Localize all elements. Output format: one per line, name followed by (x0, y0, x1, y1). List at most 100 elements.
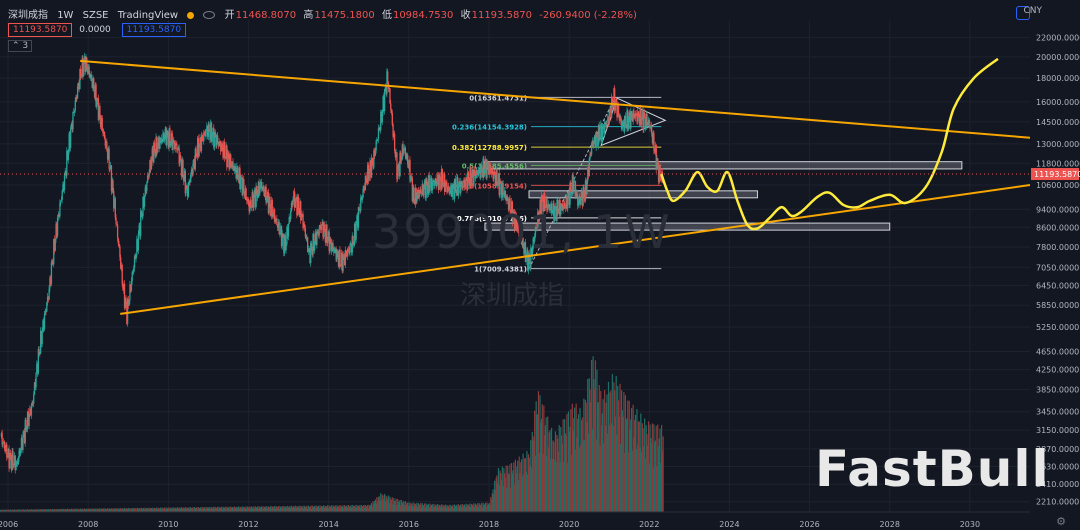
candle-body (66, 150, 69, 160)
volume-bar (560, 427, 562, 512)
candle-body (26, 411, 29, 429)
volume-bar (146, 508, 148, 512)
candle-body (338, 249, 340, 267)
volume-bar (515, 473, 517, 512)
volume-bar (230, 506, 232, 512)
auto-scale-icon[interactable] (1016, 6, 1030, 20)
candle-body (140, 211, 142, 237)
gear-icon[interactable]: ⚙ (1056, 515, 1066, 528)
volume-bar (111, 509, 113, 512)
candle-body (293, 191, 295, 200)
x-tick-label: 2020 (559, 520, 579, 529)
candle-body (76, 86, 79, 99)
candle-body (532, 238, 534, 249)
candle-body (517, 221, 520, 234)
candle-body (546, 198, 548, 211)
volume-bar (216, 508, 218, 512)
candle-body (347, 248, 350, 250)
candle-body (574, 181, 577, 197)
volume-bar (421, 503, 423, 512)
buy-button[interactable]: 11193.5870 (121, 23, 187, 37)
candle-body (420, 189, 422, 194)
candle-body (152, 148, 154, 163)
volume-bar (557, 452, 560, 512)
currency-label[interactable]: CNY (1023, 6, 1042, 16)
volume-bar (652, 467, 654, 512)
volume-bar (430, 504, 433, 512)
candle-body (655, 145, 657, 170)
volume-bar (215, 507, 217, 512)
volume-bar (271, 506, 273, 512)
volume-bar (360, 505, 363, 512)
volume-bar (377, 501, 379, 512)
candle-body (384, 86, 387, 90)
candle-body (517, 221, 519, 231)
candle-body (567, 196, 569, 209)
volume-bar (554, 459, 556, 512)
candle-body (211, 135, 213, 142)
candle-body (261, 188, 263, 190)
volume-bar (626, 418, 628, 512)
candle-body (616, 101, 618, 118)
volume-bar (220, 507, 222, 512)
volume-bar (400, 499, 403, 512)
volume-bar (251, 507, 253, 512)
candle-body (237, 166, 239, 179)
volume-bar (193, 507, 196, 512)
volume-bar (509, 464, 511, 512)
volume-bar (618, 416, 620, 512)
candle-body (565, 197, 567, 207)
candle-body (223, 141, 225, 158)
candle-body (635, 113, 637, 115)
volume-bar (571, 403, 573, 512)
volume-bar (465, 503, 467, 512)
volume-bar (638, 421, 640, 512)
volume-bar (208, 508, 210, 512)
volume-bar (591, 428, 593, 512)
symbol-name[interactable]: 深圳成指 (8, 10, 48, 21)
volume-bar (590, 402, 592, 512)
eye-icon[interactable] (203, 11, 216, 19)
volume-bar (42, 509, 44, 512)
volume-bar (257, 508, 259, 512)
volume-bar (50, 510, 52, 512)
candle-body (568, 191, 570, 205)
volume-bar (50, 509, 52, 512)
volume-bar (131, 507, 133, 512)
volume-bar (279, 506, 281, 512)
volume-bar (400, 505, 402, 512)
volume-bar (326, 507, 328, 512)
volume-bar (359, 504, 361, 512)
candle-body (206, 126, 208, 130)
volume-bar (34, 509, 36, 512)
candle-body (544, 206, 547, 209)
volume-bar (36, 509, 39, 512)
volume-bar (150, 508, 152, 512)
candle-body (611, 96, 614, 108)
candle-body (547, 205, 549, 211)
volume-bar (353, 505, 356, 512)
candle-body (385, 86, 387, 94)
candle-body (150, 158, 153, 170)
candle-body (86, 67, 89, 73)
candle-body (295, 197, 297, 199)
candle-body (273, 209, 276, 222)
sell-button[interactable]: 11193.5870 (8, 23, 73, 37)
volume-bar (290, 505, 293, 512)
candle-body (610, 96, 613, 118)
volume-bar (397, 498, 399, 512)
volume-bar (614, 390, 616, 512)
volume-bar (155, 508, 157, 512)
volume-bar (126, 509, 129, 512)
volume-bar (174, 507, 176, 512)
candle-body (619, 116, 621, 121)
candle-body (515, 213, 517, 225)
candle-body (529, 262, 531, 268)
interval[interactable]: 1W (57, 10, 74, 21)
candle-body (443, 174, 446, 192)
collapse-indicators-button[interactable]: ⌃ 3 (8, 40, 33, 52)
candle-body (213, 132, 216, 148)
volume-bar (646, 434, 648, 512)
volume-bar (460, 507, 463, 512)
